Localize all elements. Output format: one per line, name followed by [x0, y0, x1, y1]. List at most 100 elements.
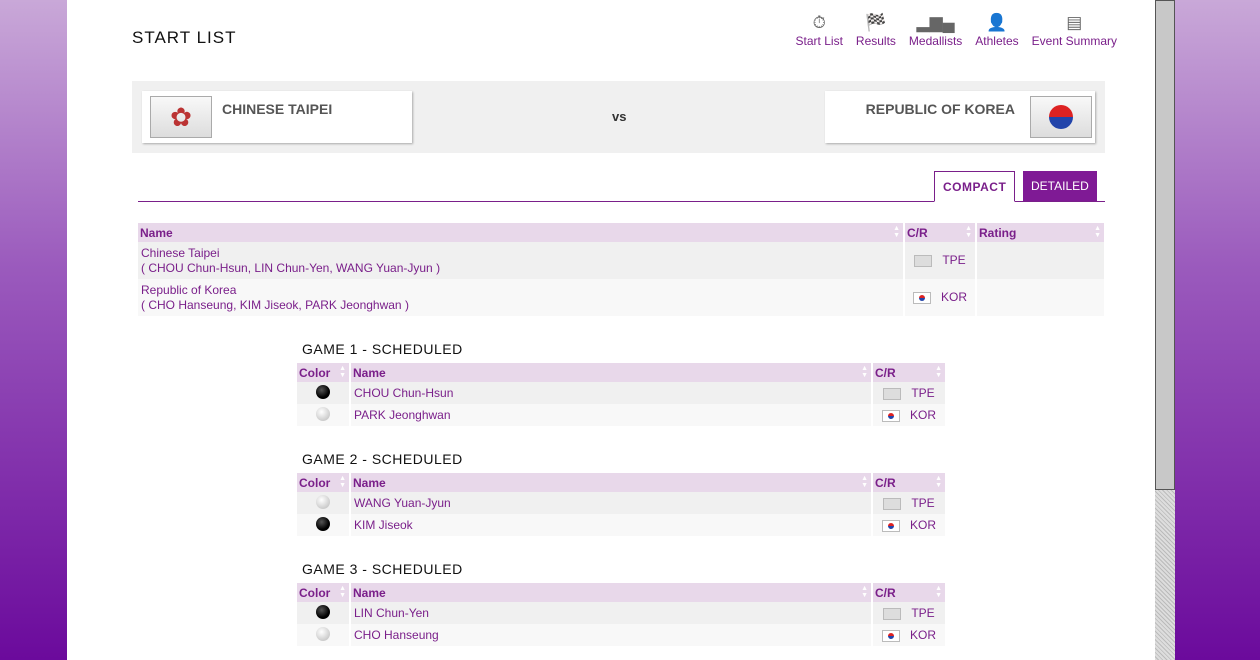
black-stone-icon	[316, 384, 330, 399]
player-link[interactable]: KIM Jiseok	[354, 518, 413, 532]
kor-flag-icon	[912, 291, 931, 304]
player-link[interactable]: LIN Chun-Yen	[254, 260, 330, 275]
team-cell: Chinese Taipei( CHOU Chun-Hsun, LIN Chun…	[138, 242, 903, 279]
kor-flag-icon	[1030, 96, 1092, 138]
team-cell: Republic of Korea( CHO Hanseung, KIM Jis…	[138, 279, 903, 316]
kor-flag-icon	[881, 519, 900, 532]
team-link[interactable]: Republic of Korea	[141, 282, 237, 297]
sort-icon: ▲ ▼	[893, 225, 900, 239]
player-link[interactable]: CHOU Chun-Hsun	[354, 386, 454, 400]
player-link[interactable]: LIN Chun-Yen	[354, 606, 429, 620]
player-link[interactable]: KIM Jiseok	[239, 297, 299, 312]
country-code: KOR	[909, 518, 936, 532]
player-link[interactable]: CHOU Chun-Hsun	[148, 260, 248, 275]
col-name[interactable]: Name ▲ ▼	[351, 363, 871, 382]
nav-athletes[interactable]: 👤 Athletes	[975, 12, 1018, 48]
player-link[interactable]: PARK Jeonghwan	[354, 408, 451, 422]
sort-icon: ▲ ▼	[1094, 225, 1101, 239]
col-name[interactable]: Name ▲ ▼	[138, 223, 903, 242]
scrollbar[interactable]	[1155, 0, 1175, 660]
player-link[interactable]: WANG Yuan-Jyun	[354, 496, 451, 510]
podium-icon: ▂▆▄	[916, 13, 955, 32]
country-code: KOR	[909, 408, 936, 422]
view-tabs: COMPACT DETAILED	[138, 171, 1105, 202]
nav-event-summary[interactable]: ▤ Event Summary	[1032, 12, 1117, 48]
sort-icon: ▲ ▼	[965, 225, 972, 239]
table-row: PARK Jeonghwan KOR	[297, 404, 945, 426]
cr-cell: TPE	[905, 242, 975, 279]
stopwatch-icon: ⏱	[812, 13, 826, 32]
scrollbar-thumb[interactable]	[1155, 0, 1175, 490]
page-content: START LIST ⏱ Start List 🏁 Results ▂▆▄ Medal…	[67, 0, 1155, 660]
tpe-flag-icon	[883, 387, 902, 400]
white-stone-icon	[316, 406, 330, 421]
tpe-flag-icon	[883, 497, 902, 510]
col-cr[interactable]: C/R ▲ ▼	[873, 583, 945, 602]
player-link[interactable]: PARK Jeonghwan	[305, 297, 402, 312]
athlete-icon: 👤	[986, 13, 1008, 32]
tpe-flag-icon	[883, 607, 902, 620]
col-color[interactable]: Color ▲ ▼	[297, 363, 349, 382]
tpe-flag-icon	[914, 254, 933, 267]
col-name[interactable]: Name ▲ ▼	[351, 583, 871, 602]
home-team-name: CHINESE TAIPEI	[222, 101, 333, 117]
player-link[interactable]: CHO Hanseung	[148, 297, 234, 312]
country-code: TPE	[911, 606, 935, 620]
game-title: GAME 1 - SCHEDULED	[302, 341, 463, 357]
col-cr[interactable]: C/R ▲ ▼	[873, 363, 945, 382]
player-link[interactable]: WANG Yuan-Jyun	[336, 260, 433, 275]
summary-icon: ▤	[1066, 13, 1083, 32]
sort-icon: ▲ ▼	[861, 475, 868, 489]
table-row: Chinese Taipei( CHOU Chun-Hsun, LIN Chun…	[138, 242, 1104, 279]
table-row: CHO Hanseung KOR	[297, 624, 945, 646]
nav-label: Results	[855, 34, 896, 48]
country-code: TPE	[911, 386, 935, 400]
nav-results[interactable]: 🏁 Results	[856, 12, 896, 48]
game-table: Color ▲ ▼ Name ▲ ▼ C/R ▲ ▼ LIN Chun-Yen TPE CH…	[295, 583, 947, 646]
table-row: Republic of Korea( CHO Hanseung, KIM Jis…	[138, 279, 1104, 316]
nav-label: Medallists	[908, 34, 963, 48]
game-title: GAME 2 - SCHEDULED	[302, 451, 463, 467]
table-row: LIN Chun-Yen TPE	[297, 602, 945, 624]
sort-icon: ▲ ▼	[861, 365, 868, 379]
table-row: CHOU Chun-Hsun TPE	[297, 382, 945, 404]
away-team: REPUBLIC OF KOREA	[825, 91, 1095, 143]
sort-icon: ▲ ▼	[935, 475, 942, 489]
sort-icon: ▲ ▼	[935, 365, 942, 379]
table-row: KIM Jiseok KOR	[297, 514, 945, 536]
tab-detailed[interactable]: DETAILED	[1023, 171, 1097, 201]
background-right	[1175, 0, 1260, 660]
col-rating[interactable]: Rating ▲ ▼	[977, 223, 1104, 242]
col-color[interactable]: Color ▲ ▼	[297, 473, 349, 492]
nav-label: Athletes	[975, 34, 1019, 48]
away-team-name: REPUBLIC OF KOREA	[865, 101, 1015, 117]
cr-cell: KOR	[905, 279, 975, 316]
table-row: WANG Yuan-Jyun TPE	[297, 492, 945, 514]
sort-icon: ▲ ▼	[339, 475, 346, 489]
sort-icon: ▲ ▼	[861, 585, 868, 599]
sort-icon: ▲ ▼	[339, 585, 346, 599]
top-nav: ⏱ Start List 🏁 Results ▂▆▄ Medallists 👤 Athl…	[796, 12, 1117, 48]
kor-flag-icon	[881, 409, 900, 422]
nav-medallists[interactable]: ▂▆▄ Medallists	[909, 12, 962, 48]
player-link[interactable]: CHO Hanseung	[354, 628, 439, 642]
checkered-flag-icon: 🏁	[865, 13, 887, 32]
game-table: Color ▲ ▼ Name ▲ ▼ C/R ▲ ▼ CHOU Chun-Hsun TPE …	[295, 363, 947, 426]
sort-icon: ▲ ▼	[935, 585, 942, 599]
col-cr[interactable]: C/R ▲ ▼	[873, 473, 945, 492]
black-stone-icon	[316, 516, 330, 531]
col-name[interactable]: Name ▲ ▼	[351, 473, 871, 492]
country-code: TPE	[911, 496, 935, 510]
match-header: ✿ CHINESE TAIPEI vs REPUBLIC OF KOREA	[132, 81, 1105, 153]
col-color[interactable]: Color ▲ ▼	[297, 583, 349, 602]
nav-label: Event Summary	[1031, 34, 1117, 48]
game-table: Color ▲ ▼ Name ▲ ▼ C/R ▲ ▼ WANG Yuan-Jyun TPE …	[295, 473, 947, 536]
black-stone-icon	[316, 604, 330, 619]
tab-compact[interactable]: COMPACT	[934, 171, 1016, 202]
home-team: ✿ CHINESE TAIPEI	[142, 91, 412, 143]
nav-start-list[interactable]: ⏱ Start List	[796, 12, 843, 48]
sort-icon: ▲ ▼	[339, 365, 346, 379]
team-link[interactable]: Chinese Taipei	[141, 245, 220, 260]
white-stone-icon	[316, 494, 330, 509]
col-cr[interactable]: C/R ▲ ▼	[905, 223, 975, 242]
